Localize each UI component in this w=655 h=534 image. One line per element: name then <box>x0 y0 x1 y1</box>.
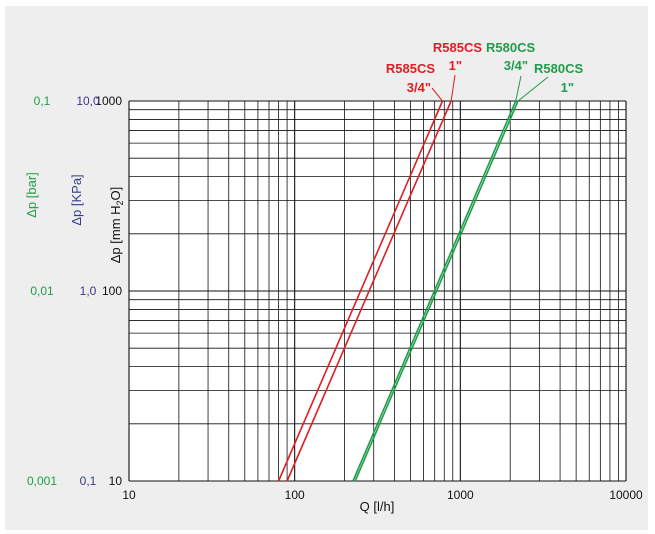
series-annotation: 3/4" <box>504 58 528 73</box>
series-annotation: R585CS <box>386 61 435 76</box>
y-tick-label: 100 <box>102 284 122 298</box>
y-axis-label-mmh2o: Δp [mm H2O] <box>108 187 125 264</box>
series-lines <box>277 100 519 482</box>
series-annotation: R580CS <box>534 61 583 76</box>
annotation-leaders <box>431 74 549 102</box>
y-axis-label-bar: Δp [bar] <box>24 172 39 218</box>
bar-tick-label: 0,001 <box>27 474 57 488</box>
y-axis-label-kpa: Δp [KPa] <box>69 174 84 225</box>
grid <box>128 100 627 482</box>
kpa-tick-label: 10,0 <box>76 94 100 108</box>
series-annotation: R580CS <box>486 40 535 55</box>
x-tick-label: 10 <box>122 488 136 502</box>
series-line <box>352 100 517 482</box>
annotation-leader <box>431 87 443 102</box>
kpa-tick-label: 0,1 <box>80 474 97 488</box>
series-annotation: 3/4" <box>407 80 431 95</box>
series-line <box>286 100 452 482</box>
x-tick-label: 1000 <box>447 488 474 502</box>
series-line <box>277 100 444 482</box>
series-line <box>354 100 519 482</box>
series-annotation: R585CS <box>433 40 482 55</box>
bar-tick-label: 0,1 <box>34 94 51 108</box>
kpa-tick-label: 1,0 <box>80 284 97 298</box>
x-tick-label: 100 <box>285 488 305 502</box>
annotation-leader <box>515 75 522 102</box>
annotation-leader <box>517 76 549 102</box>
series-annotation: 1" <box>449 58 462 73</box>
y-tick-label: 10 <box>109 474 123 488</box>
x-tick-label: 10000 <box>609 488 643 502</box>
bar-tick-label: 0,01 <box>30 284 54 298</box>
series-annotation: 1" <box>561 80 574 95</box>
y-tick-label: 1000 <box>95 94 122 108</box>
x-axis-label: Q [l/h] <box>360 499 395 514</box>
annotation-leader <box>450 74 456 102</box>
series-annotations: R585CS 3/4" R585CS 1" R580CS 3/4" R580CS 1" <box>386 40 584 95</box>
tick-labels: 10 100 1000 10000 10 100 1000 0,1 1,0 10,0 0,001 0,… <box>27 94 643 502</box>
